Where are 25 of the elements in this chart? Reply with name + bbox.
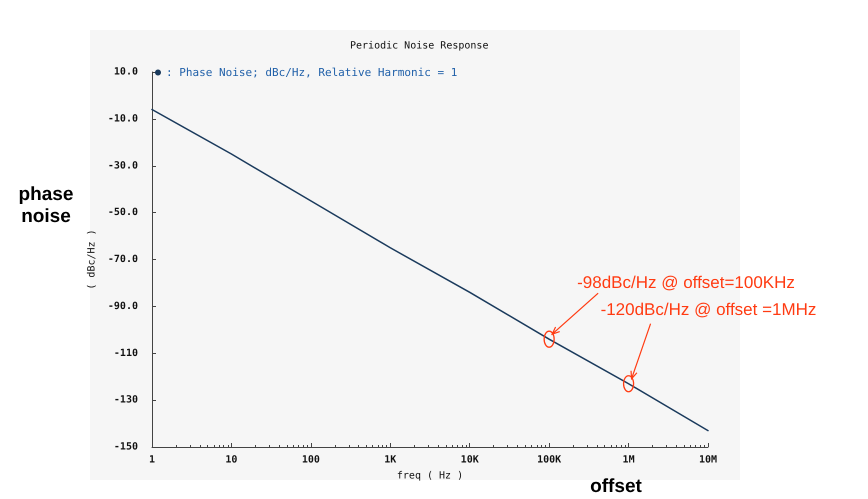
y-tick-label: 10.0	[114, 66, 138, 78]
x-axis-title: freq ( Hz )	[396, 470, 464, 482]
y-tick-label: -70.0	[108, 254, 138, 265]
y-tick-label: -10.0	[108, 113, 138, 124]
y-tick-label: -30.0	[108, 160, 138, 172]
chart-title: Periodic Noise Response	[350, 40, 488, 52]
x-tick-label: 1	[148, 454, 156, 466]
annotation: -98dBc/Hz @ offset=100KHz	[577, 273, 795, 294]
x-tick-label: 100K	[537, 454, 562, 466]
text: offset	[589, 476, 643, 498]
y-tick-label: -150	[114, 442, 138, 452]
x-tick-label: 10M	[698, 454, 718, 466]
y-tick-label: -130	[114, 394, 138, 406]
y-axis-title: ( dBc/Hz )	[86, 229, 98, 290]
x-tick-label: 1K	[384, 454, 396, 466]
x-tick-label: 10	[225, 454, 238, 466]
y-tick-label: -110	[114, 348, 138, 359]
x-tick-label: 100	[302, 454, 320, 466]
y-tick-label: -50.0	[108, 207, 138, 218]
legend-label: : Phase Noise; dBc/Hz, Relative Harmonic = 1	[166, 66, 458, 79]
y-tick-label: -90.0	[108, 300, 138, 312]
annotation: -120dBc/Hz @ offset =1MHz	[600, 300, 816, 320]
x-tick-label: 10K	[460, 454, 479, 466]
x-tick-label: 1M	[622, 454, 635, 466]
text: phase noise	[18, 184, 74, 228]
